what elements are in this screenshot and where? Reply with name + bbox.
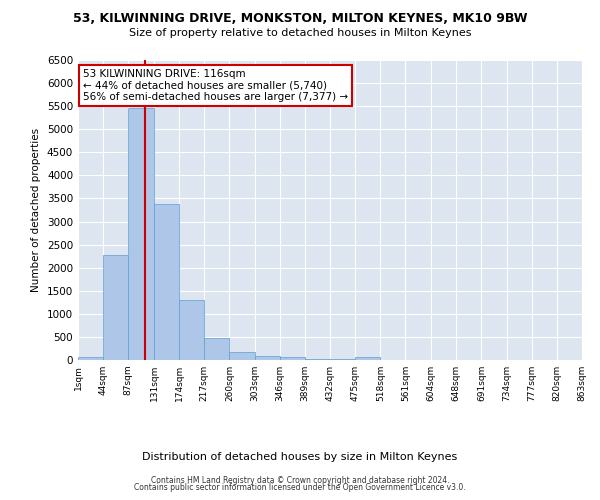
Text: 53 KILWINNING DRIVE: 116sqm
← 44% of detached houses are smaller (5,740)
56% of : 53 KILWINNING DRIVE: 116sqm ← 44% of det… — [83, 69, 348, 102]
Y-axis label: Number of detached properties: Number of detached properties — [31, 128, 41, 292]
Bar — [78, 357, 103, 360]
Text: 53, KILWINNING DRIVE, MONKSTON, MILTON KEYNES, MK10 9BW: 53, KILWINNING DRIVE, MONKSTON, MILTON K… — [73, 12, 527, 26]
Bar — [179, 300, 204, 360]
Text: Contains public sector information licensed under the Open Government Licence v3: Contains public sector information licen… — [134, 484, 466, 492]
Bar — [280, 358, 305, 360]
Bar — [229, 352, 254, 360]
Text: Size of property relative to detached houses in Milton Keynes: Size of property relative to detached ho… — [129, 28, 471, 38]
Bar — [103, 255, 128, 360]
Bar — [204, 338, 229, 360]
Bar — [154, 204, 179, 360]
Text: Contains HM Land Registry data © Crown copyright and database right 2024.: Contains HM Land Registry data © Crown c… — [151, 476, 449, 485]
Bar — [254, 356, 280, 360]
Bar — [305, 358, 330, 360]
Text: Distribution of detached houses by size in Milton Keynes: Distribution of detached houses by size … — [142, 452, 458, 462]
Bar — [355, 358, 380, 360]
Bar — [128, 108, 154, 360]
